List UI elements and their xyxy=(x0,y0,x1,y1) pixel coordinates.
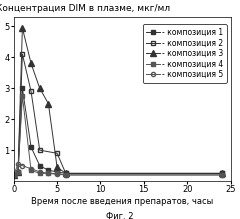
- композиция 4 xyxy=(221,174,223,176)
- композиция 5 xyxy=(47,172,50,175)
- композиция 1 xyxy=(47,169,50,172)
- композиция 1 xyxy=(64,172,67,175)
Legend: - композиция 1, - композиция 2, - композиция 3, - композиция 4, - композиция 5: - композиция 1, - композиция 2, - композ… xyxy=(143,24,227,83)
Line: - композиция 1: - композиция 1 xyxy=(12,86,224,177)
Text: Фиг. 2: Фиг. 2 xyxy=(106,212,134,219)
X-axis label: Время после введения препаратов, часы: Время после введения препаратов, часы xyxy=(31,197,213,206)
Line: - композиция 5: - композиция 5 xyxy=(12,162,224,177)
- композиция 2 xyxy=(64,172,67,175)
- композиция 5 xyxy=(21,164,24,167)
Text: Концентрация DIM в плазме, мкг/мл: Концентрация DIM в плазме, мкг/мл xyxy=(0,4,170,13)
- композиция 5 xyxy=(17,163,19,165)
- композиция 4 xyxy=(56,172,59,175)
- композиция 1 xyxy=(38,164,41,167)
- композиция 3 xyxy=(38,87,41,90)
- композиция 2 xyxy=(56,152,59,155)
- композиция 4 xyxy=(30,169,32,172)
- композиция 5 xyxy=(30,168,32,170)
- композиция 3 xyxy=(56,166,59,168)
- композиция 2 xyxy=(12,174,15,176)
- композиция 3 xyxy=(21,26,24,29)
- композиция 1 xyxy=(221,172,223,175)
- композиция 4 xyxy=(17,171,19,173)
- композиция 4 xyxy=(38,172,41,175)
- композиция 1 xyxy=(56,171,59,173)
- композиция 3 xyxy=(47,102,50,105)
Line: - композиция 3: - композиция 3 xyxy=(11,25,225,178)
- композиция 3 xyxy=(221,172,223,175)
- композиция 2 xyxy=(30,90,32,93)
- композиция 5 xyxy=(12,174,15,176)
- композиция 1 xyxy=(17,171,19,173)
- композиция 2 xyxy=(221,172,223,175)
- композиция 4 xyxy=(12,174,15,176)
- композиция 5 xyxy=(38,171,41,173)
- композиция 3 xyxy=(17,171,19,173)
Line: - композиция 2: - композиция 2 xyxy=(12,52,224,177)
- композиция 5 xyxy=(64,174,67,176)
- композиция 2 xyxy=(17,171,19,173)
- композиция 1 xyxy=(30,146,32,148)
- композиция 3 xyxy=(64,172,67,175)
- композиция 2 xyxy=(38,149,41,152)
- композиция 5 xyxy=(221,174,223,176)
- композиция 1 xyxy=(21,87,24,90)
- композиция 5 xyxy=(56,173,59,176)
- композиция 2 xyxy=(21,53,24,55)
- композиция 4 xyxy=(64,174,67,176)
- композиция 3 xyxy=(12,174,15,176)
Line: - композиция 4: - композиция 4 xyxy=(12,94,224,177)
- композиция 1 xyxy=(12,174,15,176)
- композиция 3 xyxy=(30,62,32,65)
- композиция 4 xyxy=(21,95,24,97)
- композиция 4 xyxy=(47,172,50,175)
